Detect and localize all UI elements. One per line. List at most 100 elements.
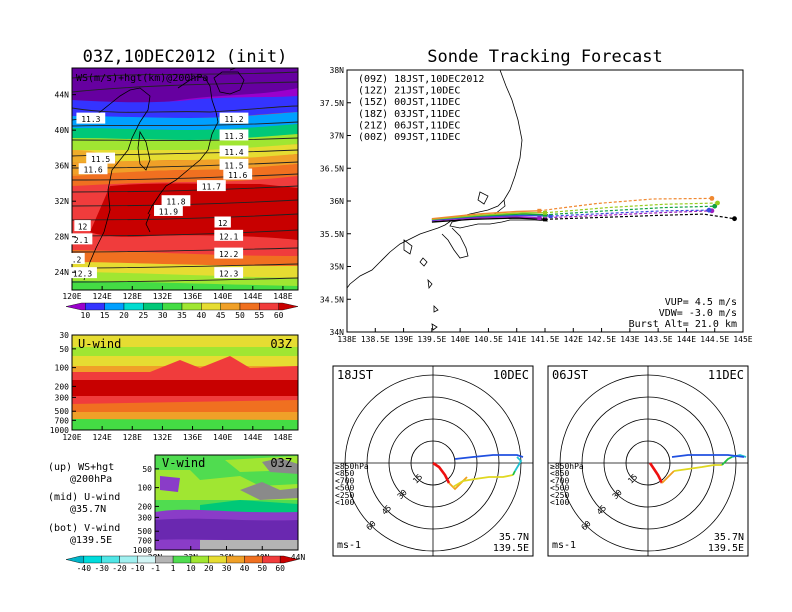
hodograph-legend-entry: <850 — [550, 469, 569, 478]
colorbar-swatch — [155, 555, 174, 564]
panel-legend: (up) WS+hgt @200hPa (mid) U-wind @35.7N … — [48, 462, 120, 546]
y-tick-label: 200 — [138, 502, 153, 511]
hodograph-unit: ms-1 — [552, 540, 576, 551]
colorbar-swatch — [208, 555, 227, 564]
contour-label: .2 — [72, 255, 82, 264]
u-wind-panel: U-wind 03Z 120E 124E 128E 132E 136E 140E 144E 1… — [50, 331, 299, 442]
y-tick-label: 38N — [330, 66, 345, 75]
x-tick-label: 140E — [213, 433, 232, 442]
legend-mid-1: (mid) U-wind — [48, 492, 120, 503]
y-tick-label: 37.5N — [320, 99, 344, 108]
hodograph-title-left: 06JST — [552, 368, 588, 382]
map-y-ticks: 24N 28N 32N 36N 40N 44N — [55, 91, 76, 277]
trajectory-series — [431, 195, 737, 223]
y-tick-label: 50 — [59, 345, 69, 354]
x-tick-label: 141E — [507, 335, 526, 344]
trajectory-dashed-1 — [539, 210, 712, 219]
hodograph-legend-entry: <100 — [335, 498, 354, 507]
trajectory-endpoint-5 — [709, 195, 715, 201]
y-tick-label: 28N — [55, 233, 70, 242]
trajectory-endpoint-2 — [706, 207, 712, 213]
hodograph-trace — [673, 464, 722, 472]
contour-label-bg — [214, 229, 244, 241]
colorbar-label: -20 — [112, 564, 127, 573]
contour-label-bg — [219, 158, 249, 170]
y-tick-label: 34.5N — [320, 295, 344, 304]
y-tick-label: 37N — [330, 132, 345, 141]
y-tick-label: 1000 — [50, 426, 69, 435]
burst-annotation: Burst Alt= 21.0 km — [629, 319, 737, 330]
colorbar-label: 60 — [275, 564, 285, 573]
contour-label: 12 — [218, 219, 228, 228]
hodograph-legend-entry: <250 — [335, 491, 354, 500]
colorbar-label: 35 — [177, 311, 187, 320]
hodograph-unit: ms-1 — [337, 540, 361, 551]
legend-entry-4: (21Z) 06JST,11DEC — [358, 120, 460, 131]
map-contour-labels: 11.3 11.211.311.511.411.6 11.511.611.711.8… — [68, 112, 253, 279]
y-tick-label: 500 — [138, 527, 153, 536]
colorbar-swatch — [201, 302, 221, 311]
y-tick-label: 35N — [330, 263, 345, 272]
hodograph-legend-entry: <500 — [335, 484, 354, 493]
contour-label-bg — [214, 216, 231, 228]
colorbar-swatch — [239, 302, 260, 311]
legend-up-2: @200hPa — [70, 474, 112, 485]
hodograph-lat: 35.7N — [714, 532, 744, 543]
hodograph-trace — [661, 470, 675, 484]
trajectory-x-ticks: 138E 138.5E 139E 139.5E 140E 140.5E 141E 141.5E… — [337, 328, 753, 344]
colorbar-swatch — [181, 302, 202, 311]
contour-label: 12.1 — [219, 232, 238, 241]
contour-label-bg — [69, 233, 93, 245]
y-tick-label: 1000 — [133, 546, 152, 555]
colorbar-swatch — [119, 555, 138, 564]
x-tick-label: 143.5E — [644, 335, 673, 344]
colorbar-label: 25 — [139, 311, 149, 320]
trajectory-dashed-5 — [539, 197, 712, 212]
u-wind-title: U-wind — [78, 337, 121, 351]
x-tick-label: 141.5E — [531, 335, 560, 344]
y-tick-label: 700 — [55, 416, 70, 425]
contour-label: 12 — [78, 223, 88, 232]
contour-label-bg — [78, 163, 108, 175]
colorbar-label: 20 — [204, 564, 214, 573]
hodograph-trace — [512, 470, 516, 476]
y-tick-label: 300 — [138, 513, 153, 522]
hodograph-legend-entry: <250 — [550, 491, 569, 500]
contour-label: 11.9 — [159, 207, 178, 216]
contour-label-bg — [214, 267, 244, 279]
hodograph-legend-entry: ≥850hPa — [335, 462, 369, 471]
right-title: Sonde Tracking Forecast — [427, 47, 662, 67]
trajectory-dashed-2 — [550, 209, 710, 217]
legend-entry-3: (18Z) 03JST,11DEC — [358, 109, 460, 120]
hodograph-trace — [454, 454, 524, 460]
vdw-annotation: VDW= -3.0 m/s — [659, 308, 737, 319]
legend-entry-2: (15Z) 00JST,11DEC — [358, 97, 460, 108]
y-tick-label: 200 — [55, 382, 70, 391]
colorbar-label: 20 — [119, 311, 129, 320]
colorbar-label: 40 — [197, 311, 207, 320]
colorbar-label: 45 — [216, 311, 226, 320]
contour-label-bg — [68, 252, 85, 264]
legend-entry-0: (09Z) 18JST,10DEC2012 — [358, 74, 484, 85]
u-wind-time: 03Z — [270, 337, 292, 351]
x-tick-label: 132E — [153, 433, 172, 442]
hodograph-trace — [514, 456, 523, 472]
y-tick-label: 36N — [55, 162, 70, 171]
y-tick-label: 500 — [55, 407, 70, 416]
x-tick-label: 120E — [62, 292, 81, 301]
x-tick-label: 148E — [273, 433, 292, 442]
hodograph-legend-entry: <100 — [550, 498, 569, 507]
x-tick-label: 140.5E — [474, 335, 503, 344]
colorbar-label: -40 — [77, 564, 92, 573]
colorbar-swatch — [244, 555, 263, 564]
x-tick-label: 140E — [213, 292, 232, 301]
colorbar-label: 40 — [240, 564, 250, 573]
x-tick-label: 44N — [291, 553, 306, 562]
left-title: 03Z,10DEC2012 (init) — [83, 47, 288, 67]
hodograph-trace — [432, 461, 451, 484]
colorbar-label: 10 — [186, 564, 196, 573]
hodograph-trace — [671, 454, 745, 458]
